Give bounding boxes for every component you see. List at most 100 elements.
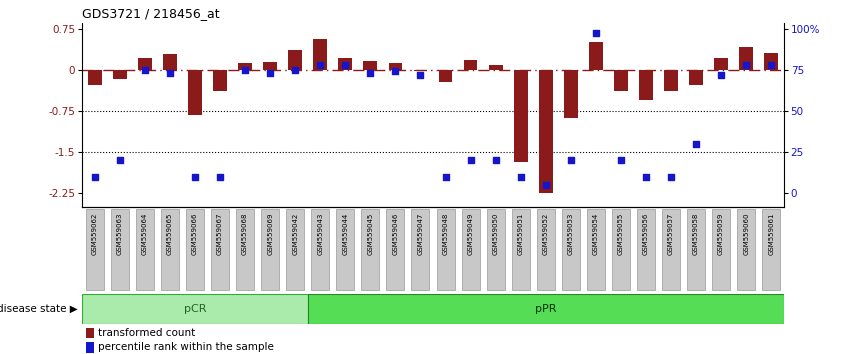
- FancyBboxPatch shape: [737, 209, 755, 290]
- FancyBboxPatch shape: [562, 209, 580, 290]
- Point: [138, 67, 152, 73]
- Bar: [113, 70, 126, 79]
- Point: [414, 72, 428, 78]
- Bar: [689, 70, 703, 85]
- Bar: [639, 70, 653, 100]
- Bar: [664, 70, 678, 91]
- Text: GSM559064: GSM559064: [142, 213, 148, 255]
- Text: GSM559044: GSM559044: [342, 213, 348, 255]
- Bar: [463, 61, 477, 70]
- Bar: [539, 70, 553, 193]
- Point: [564, 158, 578, 163]
- FancyBboxPatch shape: [537, 209, 555, 290]
- Text: GSM559060: GSM559060: [743, 213, 749, 256]
- Text: GSM559068: GSM559068: [242, 213, 248, 256]
- Point: [263, 70, 277, 76]
- Text: GSM559057: GSM559057: [668, 213, 674, 255]
- Bar: [488, 65, 502, 70]
- Text: GSM559059: GSM559059: [718, 213, 724, 255]
- Text: GSM559047: GSM559047: [417, 213, 423, 255]
- FancyBboxPatch shape: [587, 209, 604, 290]
- Text: GSM559063: GSM559063: [117, 213, 123, 256]
- Point: [664, 174, 678, 180]
- Point: [488, 158, 502, 163]
- Bar: [86, 328, 94, 338]
- Bar: [389, 63, 403, 70]
- Bar: [364, 61, 378, 70]
- FancyBboxPatch shape: [186, 209, 204, 290]
- Text: pPR: pPR: [535, 304, 557, 314]
- FancyBboxPatch shape: [236, 209, 254, 290]
- Text: GSM559054: GSM559054: [593, 213, 598, 255]
- Point: [213, 174, 227, 180]
- Text: GSM559065: GSM559065: [167, 213, 173, 255]
- Point: [639, 174, 653, 180]
- FancyBboxPatch shape: [462, 209, 480, 290]
- FancyBboxPatch shape: [161, 209, 179, 290]
- Bar: [614, 70, 628, 91]
- Text: pCR: pCR: [184, 304, 206, 314]
- Bar: [138, 58, 152, 70]
- FancyBboxPatch shape: [762, 209, 780, 290]
- FancyBboxPatch shape: [136, 209, 154, 290]
- Bar: [163, 54, 177, 70]
- Bar: [765, 53, 778, 70]
- Text: GSM559049: GSM559049: [468, 213, 474, 255]
- Bar: [213, 70, 227, 91]
- FancyBboxPatch shape: [386, 209, 404, 290]
- Point: [313, 62, 327, 68]
- Text: GSM559066: GSM559066: [192, 213, 198, 256]
- Bar: [439, 70, 452, 82]
- Text: GSM559062: GSM559062: [92, 213, 98, 255]
- Point: [463, 158, 477, 163]
- Bar: [313, 40, 327, 70]
- Point: [364, 70, 378, 76]
- Point: [188, 174, 202, 180]
- FancyBboxPatch shape: [82, 294, 307, 324]
- Text: GSM559052: GSM559052: [543, 213, 549, 255]
- FancyBboxPatch shape: [411, 209, 430, 290]
- Point: [163, 70, 177, 76]
- Text: GSM559058: GSM559058: [693, 213, 699, 255]
- Text: GSM559050: GSM559050: [493, 213, 499, 255]
- FancyBboxPatch shape: [487, 209, 505, 290]
- Point: [389, 69, 403, 74]
- Bar: [238, 63, 252, 70]
- Bar: [589, 42, 603, 70]
- FancyBboxPatch shape: [612, 209, 630, 290]
- Text: GSM559045: GSM559045: [367, 213, 373, 255]
- FancyBboxPatch shape: [662, 209, 680, 290]
- Point: [113, 158, 126, 163]
- Point: [614, 158, 628, 163]
- Text: GSM559067: GSM559067: [217, 213, 223, 256]
- Bar: [288, 51, 302, 70]
- Text: GSM559046: GSM559046: [392, 213, 398, 255]
- Point: [689, 141, 703, 147]
- Text: GSM559053: GSM559053: [568, 213, 574, 255]
- FancyBboxPatch shape: [712, 209, 730, 290]
- Bar: [740, 47, 753, 70]
- Text: GSM559043: GSM559043: [317, 213, 323, 255]
- FancyBboxPatch shape: [211, 209, 229, 290]
- Text: GSM559048: GSM559048: [443, 213, 449, 255]
- Bar: [339, 58, 352, 70]
- Bar: [188, 70, 202, 115]
- Bar: [564, 70, 578, 118]
- FancyBboxPatch shape: [286, 209, 304, 290]
- FancyBboxPatch shape: [687, 209, 705, 290]
- Point: [288, 67, 302, 73]
- Bar: [263, 62, 277, 70]
- FancyBboxPatch shape: [336, 209, 354, 290]
- Text: GSM559051: GSM559051: [518, 213, 524, 255]
- Text: GSM559061: GSM559061: [768, 213, 774, 256]
- FancyBboxPatch shape: [361, 209, 379, 290]
- Text: GSM559056: GSM559056: [643, 213, 649, 255]
- Text: GSM559055: GSM559055: [618, 213, 624, 255]
- Text: GSM559042: GSM559042: [292, 213, 298, 255]
- FancyBboxPatch shape: [111, 209, 129, 290]
- Point: [438, 174, 452, 180]
- Point: [740, 62, 753, 68]
- FancyBboxPatch shape: [86, 209, 104, 290]
- FancyBboxPatch shape: [311, 209, 329, 290]
- Point: [238, 67, 252, 73]
